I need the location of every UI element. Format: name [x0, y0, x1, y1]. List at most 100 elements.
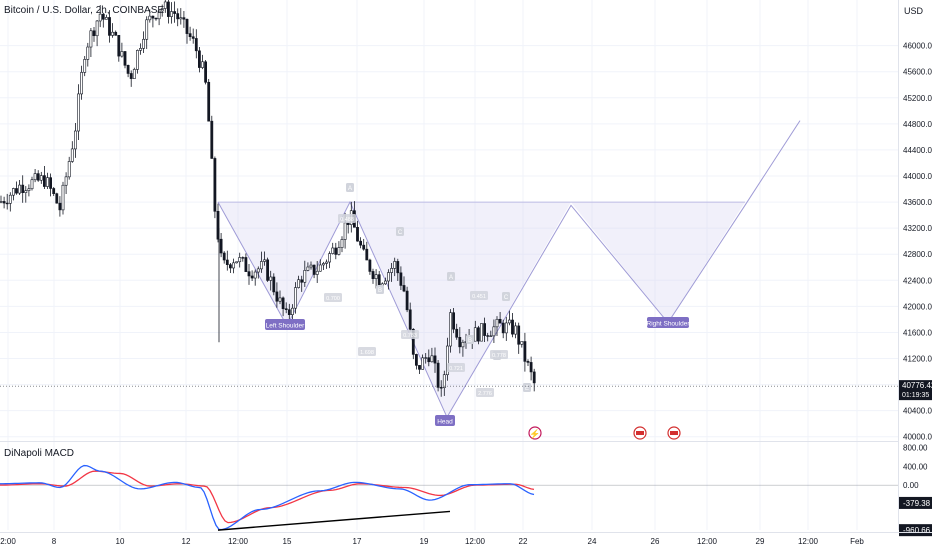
candle — [87, 47, 89, 59]
candle — [394, 261, 396, 268]
candle — [418, 365, 420, 369]
candle — [533, 372, 535, 383]
candle — [251, 276, 253, 278]
pattern-point-label: A — [449, 275, 453, 281]
candle — [443, 375, 445, 388]
candle — [239, 257, 241, 261]
time-axis[interactable]: 2:00 8 10 12 12:00 15 17 19 12:00 22 24 26 12:00 29 12… — [0, 533, 932, 547]
candle — [133, 69, 135, 78]
candle — [316, 271, 318, 274]
candle — [121, 51, 123, 56]
candle — [6, 203, 8, 204]
time-tick-label: 26 — [651, 537, 660, 546]
candle — [267, 260, 269, 281]
indicator-title[interactable]: DiNapoli MACD — [4, 448, 74, 459]
candle — [0, 201, 2, 202]
candle — [325, 262, 327, 263]
time-tick-label: 17 — [353, 537, 362, 546]
candle — [270, 277, 272, 280]
candle — [105, 17, 107, 19]
chart-title: Bitcoin / U.S. Dollar, 2h, COINBASE — [4, 5, 164, 16]
time-tick-label: 12:00 — [465, 537, 486, 546]
candle — [511, 320, 513, 334]
candle — [356, 227, 358, 241]
candle — [37, 174, 39, 181]
candle — [245, 257, 247, 271]
price-tick-label: 43200.00 — [903, 224, 932, 233]
candle — [502, 323, 504, 333]
candle — [518, 326, 520, 344]
candle — [183, 18, 185, 20]
candle — [332, 248, 334, 254]
head-label: Head — [435, 415, 455, 426]
candle — [71, 149, 73, 162]
macd-pane — [0, 466, 898, 531]
macd-min-text: -960.66 — [903, 526, 931, 535]
candle — [437, 363, 439, 387]
candle — [43, 176, 45, 187]
candle — [474, 328, 476, 341]
candle — [9, 195, 11, 203]
candle — [34, 174, 36, 180]
us-flag-stripe — [636, 431, 644, 435]
candle — [242, 257, 244, 258]
candle — [220, 239, 222, 253]
left-shoulder-label: Left Shoulder — [265, 319, 305, 330]
candle — [164, 2, 166, 9]
flash-event-glyph: ⚡ — [529, 428, 540, 440]
candle — [170, 12, 172, 17]
price-tick-label: 42800.00 — [903, 250, 932, 259]
candle — [68, 161, 70, 176]
signal-line — [0, 471, 534, 523]
candle — [384, 281, 386, 284]
candle — [425, 358, 427, 359]
candle — [505, 323, 507, 333]
pattern-point-label: B — [468, 338, 472, 344]
candle — [428, 358, 430, 362]
candle — [298, 280, 300, 288]
candle — [322, 263, 324, 264]
candle — [344, 223, 346, 240]
ratio-label: 0.778 — [492, 353, 506, 359]
candle — [409, 310, 411, 329]
candle — [152, 16, 154, 18]
candle — [484, 324, 486, 336]
price-tick-label: 42000.00 — [903, 302, 932, 311]
candle — [112, 32, 114, 35]
price-tick-label: 41200.00 — [903, 355, 932, 364]
last-price-text: 40776.42 — [902, 381, 932, 390]
candle — [487, 336, 489, 337]
candle — [232, 263, 234, 268]
macd-line — [0, 466, 534, 530]
candle — [387, 273, 389, 281]
ratio-label: 0.488 — [340, 217, 354, 223]
candle — [201, 62, 203, 68]
candle — [422, 358, 424, 370]
candle — [192, 37, 194, 39]
price-tick-label: 45200.00 — [903, 94, 932, 103]
candle — [363, 245, 365, 249]
candle — [205, 62, 207, 83]
candle — [307, 267, 309, 270]
candle — [301, 280, 303, 283]
candle — [15, 188, 17, 193]
currency-label[interactable]: USD — [904, 6, 923, 16]
candle — [496, 319, 498, 327]
candle — [84, 59, 86, 72]
ratio-label: 0.451 — [472, 294, 486, 300]
candle — [146, 20, 148, 39]
ratio-label: 0.721 — [449, 366, 463, 372]
macd-axis[interactable]: 800.00 400.00 0.00 -379.38 -960.66 — [899, 444, 932, 536]
candle — [329, 254, 331, 262]
price-tick-label: 45600.00 — [903, 68, 932, 77]
pattern-point-label: A — [348, 186, 352, 192]
candle — [248, 272, 250, 276]
candle — [211, 121, 213, 158]
candle — [12, 188, 14, 195]
candle — [288, 310, 290, 315]
pattern-point-label: E — [525, 386, 529, 392]
candle — [360, 241, 362, 245]
candle — [208, 82, 210, 121]
candle — [304, 270, 306, 282]
